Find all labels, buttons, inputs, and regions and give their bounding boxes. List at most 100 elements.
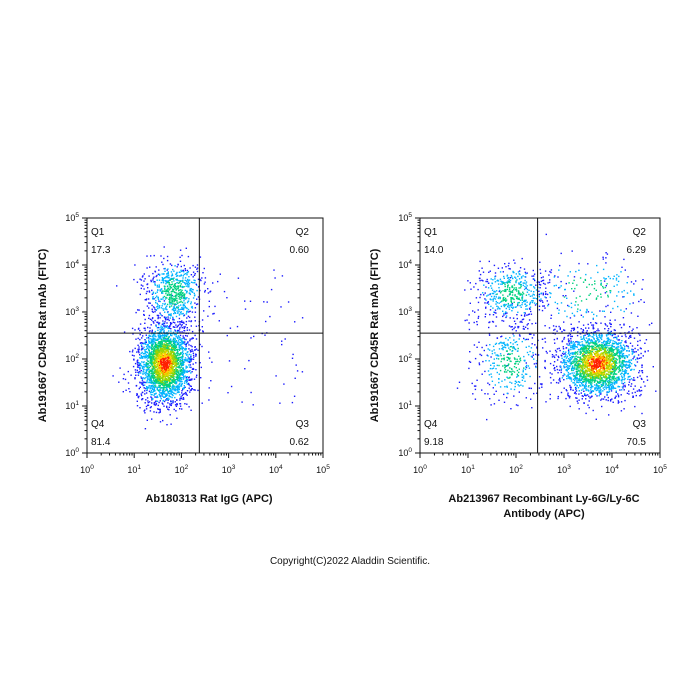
scatter-point [160,331,162,333]
scatter-point [149,352,151,354]
scatter-point [182,309,185,311]
scatter-point [153,322,155,324]
scatter-point [607,340,610,342]
scatter-point [166,344,168,346]
scatter-point [524,271,527,274]
scatter-point [177,312,179,314]
scatter-point [176,286,178,288]
scatter-point [182,388,184,391]
scatter-point [183,385,185,387]
x-tick-label: 103 [222,464,236,475]
scatter-point [152,341,155,343]
scatter-point [293,395,296,397]
scatter-point [148,374,150,376]
scatter-point [177,358,180,361]
scatter-point [176,330,179,332]
scatter-point [607,328,610,330]
scatter-point [182,296,185,298]
scatter-point [565,354,567,356]
scatter-point [169,323,172,326]
scatter-point [151,370,153,372]
scatter-point [589,382,592,385]
scatter-point [161,390,164,393]
scatter-point [185,343,187,346]
scatter-point [191,368,194,370]
scatter-point [163,331,165,334]
scatter-point [191,311,194,313]
scatter-point [611,398,613,400]
scatter-point [181,292,184,294]
scatter-point [578,349,580,351]
scatter-point [178,345,181,347]
scatter-point [160,341,162,343]
scatter-point [641,370,643,372]
scatter-point [478,363,481,366]
scatter-point [598,386,600,388]
scatter-point [539,284,542,286]
scatter-point [560,391,563,394]
scatter-point [191,338,193,340]
scatter-point [581,341,583,343]
scatter-point [183,393,185,395]
scatter-point [166,355,169,357]
scatter-point [541,309,544,312]
scatter-point [513,327,515,330]
scatter-point [626,350,628,352]
scatter-point [154,404,156,406]
scatter-point [468,367,470,370]
scatter-point [616,381,618,383]
scatter-point [484,302,486,304]
scatter-point [590,396,592,398]
scatter-point [153,307,156,309]
scatter-point [586,330,588,332]
scatter-point [179,378,181,380]
scatter-point [153,366,155,368]
scatter-point [495,342,498,345]
scatter-point [159,400,161,402]
scatter-point [599,386,601,389]
scatter-point [512,317,515,319]
scatter-point [574,386,577,389]
scatter-point [625,366,627,368]
scatter-point [573,375,576,377]
scatter-point [178,310,180,313]
scatter-point [567,392,569,394]
scatter-point [484,313,487,315]
scatter-point [168,297,171,299]
scatter-point [139,364,142,366]
scatter-point [617,345,619,348]
scatter-point [572,389,574,391]
scatter-point [138,372,140,374]
scatter-point [183,300,185,302]
scatter-point [535,366,537,369]
scatter-point [605,252,607,254]
scatter-point [164,379,166,382]
scatter-point [158,363,160,365]
scatter-point [475,282,477,285]
scatter-point [583,386,586,388]
scatter-point [168,282,170,284]
scatter-point [154,383,156,385]
scatter-point [182,372,184,375]
scatter-point [155,381,157,384]
scatter-point [165,358,167,360]
scatter-point [226,334,228,337]
scatter-point [169,352,171,355]
scatter-point [156,295,158,297]
scatter-point [165,340,167,342]
scatter-point [535,303,538,305]
x-axis-title-line: Ab180313 Rat IgG (APC) [145,493,272,505]
scatter-point [171,295,173,297]
scatter-point [597,341,600,343]
scatter-point [573,328,576,330]
scatter-point [192,367,194,370]
scatter-point [655,390,657,392]
scatter-point [484,370,486,373]
scatter-point [618,275,620,278]
scatter-point [138,395,140,397]
scatter-point [164,285,166,288]
scatter-point [595,389,598,392]
scatter-point [138,351,140,354]
scatter-point [605,324,607,326]
scatter-point [623,389,625,391]
